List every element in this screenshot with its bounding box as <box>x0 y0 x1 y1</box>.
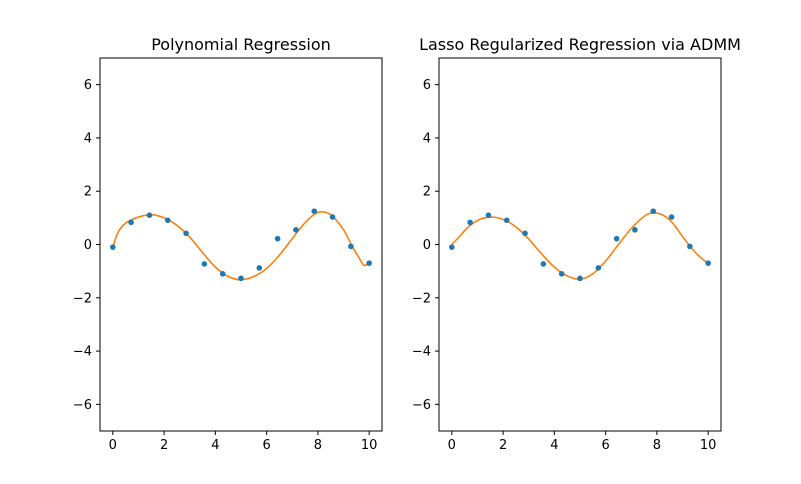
data-point <box>183 230 189 237</box>
x-tick-label: 2 <box>160 438 168 453</box>
x-tick-label: 2 <box>499 438 507 453</box>
x-tick-label: 0 <box>448 438 456 453</box>
y-tick-label: 2 <box>423 185 431 200</box>
y-tick-label: −6 <box>412 398 431 413</box>
y-tick-label: 0 <box>84 238 92 253</box>
x-tick-label: 6 <box>262 438 270 453</box>
data-point <box>485 212 492 218</box>
data-point <box>650 208 657 214</box>
plot-area: 0 2 4 6 8 10 6 4 2 0 −2 −4 −6 <box>73 78 378 453</box>
data-point <box>687 243 693 250</box>
data-point <box>201 261 208 267</box>
data-point <box>540 261 547 267</box>
x-tick-label: 0 <box>109 438 117 453</box>
plot-area: 0 2 4 6 8 10 6 4 2 0 −2 −4 −6 <box>412 78 717 453</box>
data-point <box>348 243 354 250</box>
data-point <box>449 244 455 250</box>
data-point <box>293 227 299 233</box>
data-point <box>219 271 226 277</box>
data-point <box>522 230 528 237</box>
chart-title: Polynomial Regression <box>151 35 331 54</box>
axes-frame <box>99 57 383 432</box>
y-tick-label: 4 <box>423 131 431 146</box>
y-tick-label: −4 <box>73 345 92 360</box>
subplot-lasso-admm-regression: Lasso Regularized Regression via ADMM 0 2… <box>412 35 741 453</box>
x-tick-label: 4 <box>550 438 558 453</box>
data-point <box>146 212 153 218</box>
axes-frame <box>438 57 722 432</box>
data-point <box>128 219 134 226</box>
y-tick-label: 6 <box>84 78 92 93</box>
data-point <box>256 265 263 271</box>
data-point <box>238 275 244 282</box>
x-tick-label: 6 <box>601 438 609 453</box>
data-point <box>467 219 473 226</box>
data-point <box>668 214 675 220</box>
data-point <box>705 260 711 266</box>
data-point <box>366 260 372 266</box>
subplot-polynomial-regression: Polynomial Regression 0 2 4 6 8 10 6 4 2 0 −2 −4 −6 <box>73 35 383 453</box>
data-point <box>632 227 638 233</box>
x-tick-label: 4 <box>211 438 219 453</box>
data-point <box>595 265 602 271</box>
y-tick-label: 4 <box>84 131 92 146</box>
data-point <box>110 244 116 250</box>
data-point <box>558 271 565 277</box>
y-tick-label: −2 <box>412 291 431 306</box>
x-tick-label: 10 <box>700 438 717 453</box>
data-point <box>329 214 336 220</box>
y-tick-label: −4 <box>412 345 431 360</box>
y-tick-label: 2 <box>84 185 92 200</box>
y-tick-label: 6 <box>423 78 431 93</box>
data-point <box>503 217 510 224</box>
y-tick-label: −2 <box>73 291 92 306</box>
data-point <box>311 208 318 214</box>
data-point <box>577 275 583 282</box>
data-point <box>613 235 620 242</box>
y-tick-label: 0 <box>423 238 431 253</box>
x-tick-label: 10 <box>361 438 378 453</box>
data-point <box>164 217 171 224</box>
x-tick-label: 8 <box>653 438 661 453</box>
y-tick-label: −6 <box>73 398 92 413</box>
data-point <box>274 235 281 242</box>
x-tick-label: 8 <box>314 438 322 453</box>
chart-title: Lasso Regularized Regression via ADMM <box>419 35 741 54</box>
